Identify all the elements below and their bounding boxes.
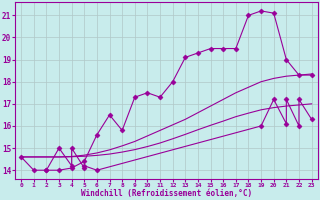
X-axis label: Windchill (Refroidissement éolien,°C): Windchill (Refroidissement éolien,°C) [81,189,252,198]
